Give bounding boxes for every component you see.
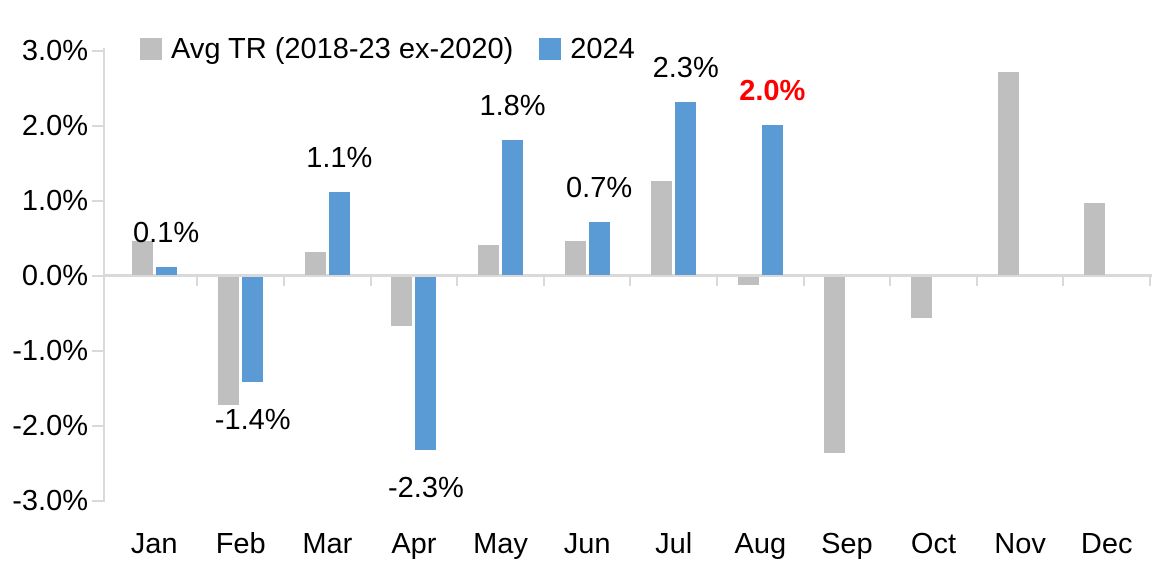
x-axis-tick — [716, 277, 718, 286]
y-axis-tick — [92, 424, 103, 427]
bar-avg-jul — [651, 180, 673, 275]
x-axis-label-jul: Jul — [655, 528, 693, 560]
bar-2024-apr — [415, 277, 437, 450]
x-axis-tick — [456, 277, 459, 286]
data-label-may: 1.8% — [479, 89, 546, 122]
bar-2024-mar — [328, 192, 350, 275]
data-label-jun: 0.7% — [566, 172, 633, 204]
bar-avg-feb — [218, 277, 240, 405]
data-label-feb: -1.4% — [214, 404, 291, 436]
bar-avg-may — [478, 244, 499, 275]
x-axis-tick — [889, 277, 892, 286]
bar-2024-jun — [588, 222, 610, 275]
chart-legend: Avg TR (2018-23 ex-2020) 2024 — [140, 33, 635, 65]
x-axis-tick — [975, 277, 978, 286]
y-axis-tick — [92, 124, 103, 127]
bar-avg-aug — [737, 277, 759, 285]
bar-avg-mar — [304, 252, 326, 275]
x-axis-label-apr: Apr — [391, 528, 437, 560]
zero-axis-line — [102, 274, 1152, 277]
legend-swatch-icon — [539, 38, 562, 60]
bar-avg-sep — [824, 277, 846, 454]
legend-swatch-icon — [140, 38, 162, 60]
data-label-apr: -2.3% — [388, 471, 464, 504]
y-axis-label: 0.0% — [21, 259, 88, 292]
x-axis-label-aug: Aug — [734, 528, 787, 560]
bar-avg-jan — [131, 240, 153, 275]
y-axis-label: -2.0% — [12, 409, 88, 442]
y-axis-tick — [92, 199, 103, 202]
x-axis-label-jan: Jan — [130, 528, 178, 560]
legend-item-label: 2024 — [570, 33, 635, 65]
legend-item-label: Avg TR (2018-23 ex-2020) — [171, 33, 514, 65]
data-label-jul: 2.3% — [652, 52, 719, 84]
legend-item-y2024: 2024 — [539, 33, 635, 65]
x-axis-label-feb: Feb — [215, 528, 266, 560]
x-axis-label-sep: Sep — [821, 528, 873, 560]
x-axis-tick — [196, 277, 199, 286]
legend-item-avg-tr: Avg TR (2018-23 ex-2020) — [140, 33, 513, 65]
x-axis-label-may: May — [473, 528, 528, 560]
x-axis-tick — [1149, 277, 1151, 286]
bar-avg-apr — [391, 277, 413, 326]
data-label-jan: 0.1% — [133, 217, 200, 249]
x-axis-label-dec: Dec — [1080, 528, 1133, 560]
y-axis-tick — [92, 49, 103, 52]
data-label-aug: 2.0% — [739, 74, 806, 107]
bar-2024-feb — [242, 277, 264, 382]
data-label-mar: 1.1% — [306, 142, 373, 174]
x-axis-tick — [1062, 277, 1065, 286]
x-axis-label-oct: Oct — [910, 528, 957, 560]
bar-2024-jan — [155, 267, 177, 275]
bar-avg-dec — [1084, 203, 1106, 275]
x-axis-tick — [629, 277, 632, 286]
x-axis-tick — [369, 277, 372, 286]
bar-avg-nov — [997, 72, 1019, 275]
x-axis-tick — [542, 277, 545, 286]
x-axis-tick — [802, 277, 805, 286]
y-axis-label: 2.0% — [21, 109, 88, 142]
x-axis-label-mar: Mar — [302, 528, 353, 560]
x-axis-label-jun: Jun — [563, 528, 611, 560]
y-axis-tick — [92, 499, 103, 502]
y-axis-label: -1.0% — [12, 334, 88, 367]
x-axis-tick — [283, 277, 285, 286]
y-axis-label: -3.0% — [12, 484, 88, 517]
bar-2024-aug — [761, 124, 783, 275]
y-axis-tick — [92, 274, 103, 277]
bar-avg-oct — [911, 277, 932, 319]
bar-avg-jun — [564, 240, 586, 275]
y-axis-label: 3.0% — [21, 34, 88, 67]
bar-2024-may — [502, 139, 523, 275]
y-axis-tick — [92, 349, 103, 352]
y-axis-label: 1.0% — [21, 184, 88, 217]
bar-2024-jul — [675, 102, 697, 275]
x-axis-label-nov: Nov — [994, 528, 1046, 560]
